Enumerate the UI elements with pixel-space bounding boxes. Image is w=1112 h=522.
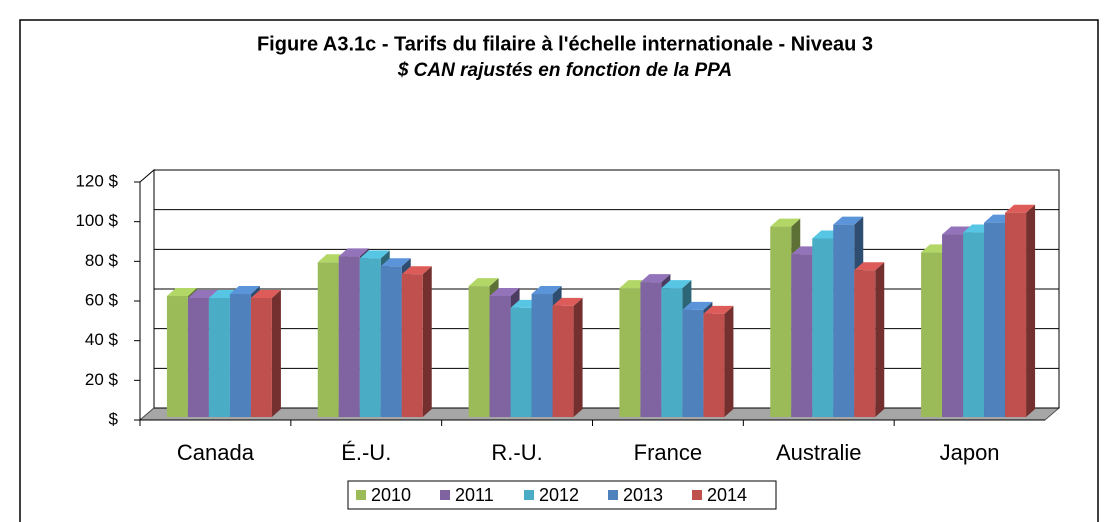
- y-tick-label: 40 $: [85, 330, 119, 349]
- legend-swatch: [608, 490, 618, 500]
- bar-top: [703, 305, 734, 314]
- bar: [833, 224, 855, 417]
- frame: [19, 19, 1099, 522]
- bar: [640, 282, 662, 417]
- bar: [380, 266, 402, 417]
- bar: [984, 222, 1006, 417]
- chart-subtitle: $ CAN rajustés en fonction de la PPA: [397, 60, 732, 81]
- legend-label: 2013: [623, 485, 663, 505]
- bar: [854, 270, 876, 417]
- bar: [510, 307, 532, 417]
- bar-top: [640, 274, 671, 283]
- legend-label: 2011: [455, 485, 494, 505]
- bar-top: [401, 266, 432, 275]
- x-tick-label: Canada: [177, 440, 255, 465]
- bar: [401, 274, 423, 417]
- bar-top: [380, 258, 411, 267]
- x-tick-label: Australie: [776, 440, 862, 465]
- legend-box: [347, 480, 777, 510]
- bar-side: [271, 290, 281, 417]
- bar-side: [573, 297, 583, 417]
- bar-top: [770, 218, 801, 227]
- legend-swatch: [356, 490, 366, 500]
- bar: [166, 296, 188, 417]
- y-tick-label: 20 $: [85, 370, 119, 389]
- bar: [317, 262, 339, 417]
- legend-swatch: [440, 490, 450, 500]
- bar-top: [250, 290, 281, 298]
- x-tick-label: Japon: [940, 440, 1000, 465]
- x-tick-label: É.-U.: [341, 440, 391, 465]
- y-tick-label: $: [109, 409, 119, 428]
- bar-top: [359, 250, 390, 259]
- y-tick-label: 100 $: [75, 211, 118, 230]
- bar-side: [875, 262, 885, 417]
- bar: [703, 313, 725, 417]
- bar: [468, 286, 490, 417]
- bar: [229, 294, 251, 417]
- bar-top: [552, 297, 583, 306]
- bar: [489, 296, 511, 417]
- left-wall: [139, 168, 155, 422]
- y-tick-label: 60 $: [85, 290, 119, 309]
- legend-label: 2014: [707, 485, 747, 505]
- bar-top: [166, 288, 197, 297]
- bar: [531, 294, 553, 417]
- bar: [208, 298, 230, 417]
- bar: [250, 298, 272, 417]
- y-tick-label: 80 $: [85, 251, 119, 270]
- bar-top: [229, 286, 260, 295]
- bar: [812, 238, 834, 417]
- legend-label: 2012: [539, 485, 579, 505]
- bar: [963, 232, 985, 417]
- bar-top: [187, 290, 218, 298]
- bar: [338, 256, 360, 417]
- bar: [921, 252, 943, 417]
- bar-top: [854, 262, 885, 271]
- bar-top: [833, 216, 864, 225]
- bar-top: [489, 288, 520, 297]
- bar-side: [724, 305, 734, 417]
- bar: [359, 258, 381, 417]
- bar: [791, 254, 813, 417]
- chart-title: Figure A3.1c - Tarifs du filaire à l'éch…: [257, 33, 873, 55]
- bar-top: [682, 301, 713, 310]
- bar-top: [338, 248, 369, 257]
- bar: [552, 305, 574, 417]
- legend-swatch: [692, 490, 702, 500]
- bar-top: [1005, 204, 1036, 213]
- bar-top: [661, 280, 692, 289]
- legend-label: 2010: [371, 485, 411, 505]
- bar: [661, 288, 683, 417]
- bar: [1005, 212, 1027, 417]
- y-tick-label: 120 $: [75, 171, 118, 190]
- bar-top: [531, 286, 562, 295]
- bar: [942, 234, 964, 417]
- bar-side: [1026, 204, 1036, 417]
- bar: [187, 298, 209, 417]
- x-tick-label: R.-U.: [491, 440, 542, 465]
- x-tick-label: France: [634, 440, 702, 465]
- bar: [619, 288, 641, 417]
- bar: [770, 226, 792, 417]
- bar: [682, 309, 704, 417]
- legend-swatch: [524, 490, 534, 500]
- bar-top: [468, 278, 499, 287]
- bar-side: [422, 266, 432, 417]
